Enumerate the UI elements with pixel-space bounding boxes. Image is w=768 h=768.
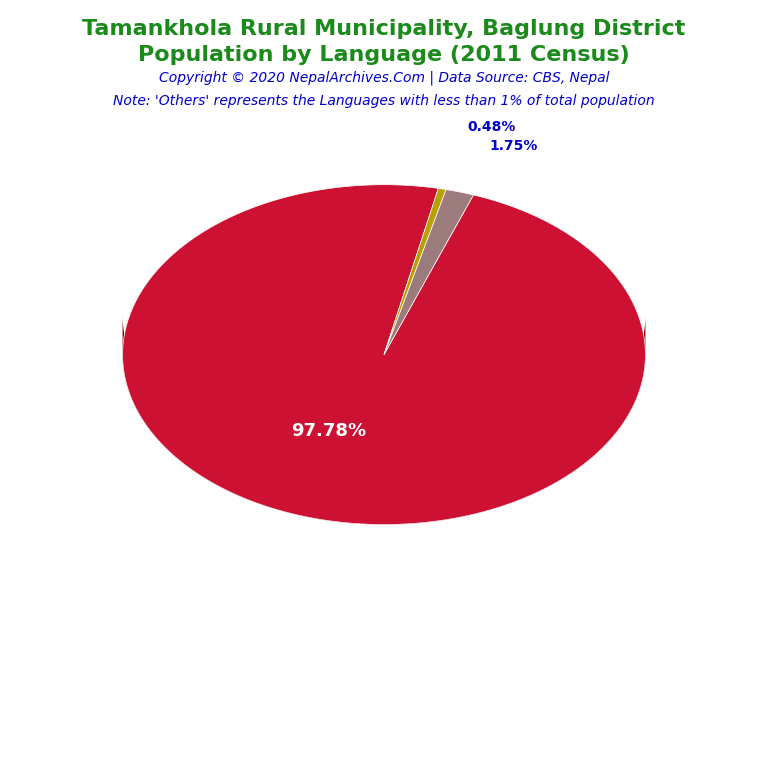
Polygon shape (384, 190, 473, 355)
Text: Population by Language (2011 Census): Population by Language (2011 Census) (138, 45, 630, 65)
Text: Note: 'Others' represents the Languages with less than 1% of total population: Note: 'Others' represents the Languages … (113, 94, 655, 108)
Polygon shape (123, 184, 645, 525)
Text: 97.78%: 97.78% (291, 422, 366, 440)
Text: 0.48%: 0.48% (468, 120, 516, 134)
Text: Copyright © 2020 NepalArchives.Com | Data Source: CBS, Nepal: Copyright © 2020 NepalArchives.Com | Dat… (159, 71, 609, 85)
Text: Tamankhola Rural Municipality, Baglung District: Tamankhola Rural Municipality, Baglung D… (82, 19, 686, 39)
Text: 1.75%: 1.75% (490, 140, 538, 154)
Polygon shape (123, 315, 645, 525)
Polygon shape (384, 188, 446, 355)
